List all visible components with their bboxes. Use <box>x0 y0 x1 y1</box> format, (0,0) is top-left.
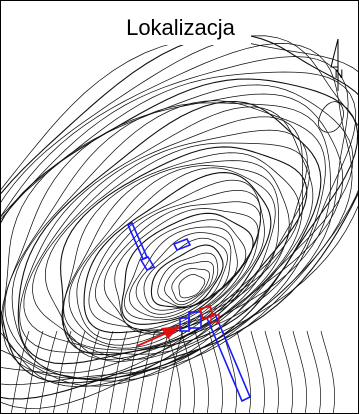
contour-tail <box>166 330 181 413</box>
building-central-mid <box>188 311 202 329</box>
contour-tail <box>164 330 184 413</box>
building-long-south <box>205 312 252 403</box>
highlighted-annex <box>210 314 220 323</box>
contour-tail <box>10 330 30 413</box>
contour-tail <box>208 330 223 413</box>
contour-line <box>121 212 254 325</box>
contour-tail <box>94 330 114 413</box>
contour-line <box>135 232 232 315</box>
contour-line <box>1 78 358 384</box>
contour-tail <box>24 330 44 413</box>
contour-line <box>19 106 314 355</box>
contour-tail <box>306 330 321 413</box>
contour-tail <box>108 330 128 413</box>
contour-line <box>143 237 228 311</box>
contour-tail <box>236 330 251 413</box>
contour-line <box>150 244 224 309</box>
contour-line <box>44 142 310 360</box>
contour-line <box>171 268 210 302</box>
contour-line <box>23 116 304 360</box>
contour-tail <box>264 330 279 413</box>
contour-tail <box>122 330 142 413</box>
contour-line <box>164 261 214 306</box>
contour-tail <box>180 330 195 413</box>
contour-line <box>1 35 358 386</box>
contour-line <box>88 179 265 334</box>
contour-line <box>1 93 344 381</box>
contour-lines <box>1 33 358 409</box>
contour-line <box>157 252 219 308</box>
contour-tails <box>10 330 335 413</box>
contour-line <box>114 208 259 330</box>
contour-tail <box>38 330 58 413</box>
contour-line <box>60 146 308 356</box>
contour-line <box>83 172 272 334</box>
contour-line <box>2 84 354 380</box>
highlighted-building <box>198 304 215 321</box>
small-contour-loop <box>318 101 344 133</box>
contour-tail <box>66 330 86 413</box>
building-summit-small <box>172 237 192 252</box>
north-label: N <box>334 67 344 81</box>
building-west-small <box>139 255 156 272</box>
contour-tail <box>80 330 100 413</box>
title-background <box>109 1 251 45</box>
contour-tail <box>194 330 209 413</box>
contour-tail <box>52 330 72 413</box>
contour-line <box>1 71 357 387</box>
contour-line <box>11 100 326 374</box>
contour-tail <box>150 330 170 413</box>
north-arrow-icon <box>330 38 339 91</box>
contour-line <box>61 152 301 351</box>
map-title: Lokalizacja <box>126 15 235 40</box>
contour-line <box>4 102 331 379</box>
contour-line <box>103 201 261 334</box>
contour-line <box>32 129 308 362</box>
contour-line <box>95 190 261 335</box>
contour-line <box>178 274 206 299</box>
contour-line <box>1 56 349 387</box>
contour-line <box>68 165 279 346</box>
contour-tail <box>292 330 307 413</box>
contour-tail <box>320 330 335 413</box>
contour-tail <box>250 330 265 413</box>
contour-tail <box>278 330 293 413</box>
contour-line <box>63 160 290 349</box>
location-arrow-icon <box>136 326 181 347</box>
